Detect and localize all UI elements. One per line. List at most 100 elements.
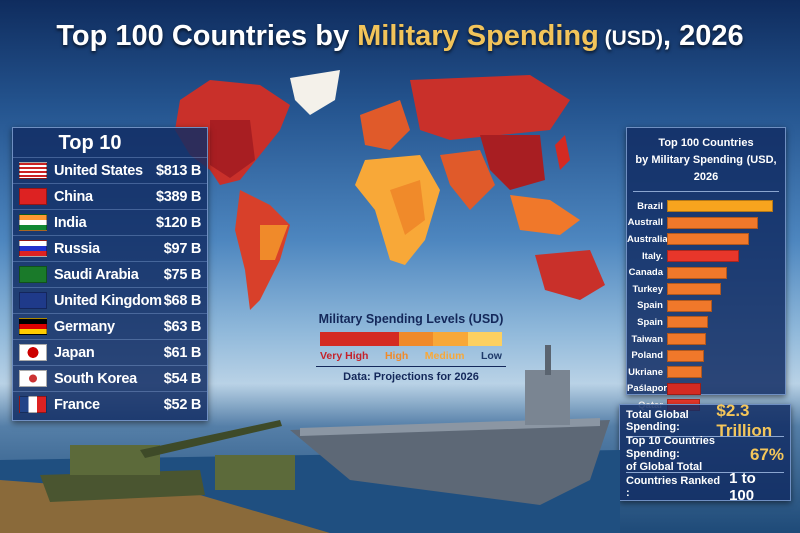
bar-row: Italy. [627,248,785,265]
top10-row: France $52 B [13,391,207,417]
bar [667,266,728,279]
stat-share-label-2: of Global Total [626,461,703,473]
country-name: India [54,214,87,231]
world-map [175,70,605,310]
bar-row: Spain [627,314,785,331]
bar-row: Taiwan [627,331,785,348]
stat-total-label: Total Global Spending: [626,408,689,433]
flag-ru-icon [19,240,47,257]
spending-legend: Military Spending Levels (USD) Very High… [316,312,506,383]
bar [667,349,705,362]
bar-label: Australia [627,233,668,245]
country-value: $813 B [156,162,201,179]
bar [667,316,709,329]
country-value: $68 B [163,292,202,309]
bar-label: Taiwan [631,333,664,345]
bar-label: Brazil [637,200,663,212]
stat-share-value: 67% [749,444,784,464]
title-year: , 2026 [663,20,744,52]
bar-label: Australl [627,217,663,229]
flag-de-icon [19,318,47,335]
top10-row: India $120 B [13,209,207,235]
country-value: $389 B [156,188,201,205]
tank-icon [40,420,295,502]
country-value: $61 B [163,344,202,361]
bar-label: Poland [631,350,663,362]
stat-ranked-value: 1 to 100 [729,470,756,504]
country-value: $97 B [163,240,202,257]
legend-note: Data: Projections for 2026 [316,366,506,383]
bar-chart-panel: Top 100 Countries by Military Spending (U… [626,127,786,412]
country-name: Japan [54,344,95,361]
bar [667,216,759,229]
stat-ranked-label: Countries Ranked : [626,475,721,499]
flag-kr-icon [19,370,47,387]
country-name: South Korea [54,370,137,387]
stat-share-label: Top 10 Countries Spending: of Global Tota… [626,435,746,474]
flag-jp-icon [19,344,47,361]
top10-row: United Kingdom $68 B [13,287,207,313]
bar [667,382,701,395]
flag-sa-icon [19,266,47,283]
top10-row: South Korea $54 B [13,365,207,391]
stat-share-label-1: Top 10 Countries Spending: [626,435,716,460]
chart-subtitle: by Military Spending [635,154,743,166]
top10-row: Japan $61 B [13,339,207,365]
country-name: China [54,188,93,205]
bar-label: Spain [637,300,663,312]
bar-row: Turkey [627,281,785,298]
legend-color-bar [320,332,503,346]
stat-share: Top 10 Countries Spending: of Global Tota… [626,435,784,474]
stat-total: Total Global Spending: $2.3 Trillion [626,401,784,440]
bar [667,333,707,346]
military-scene [0,345,620,533]
legend-swatch [467,332,503,346]
top10-row: United States $813 B [13,157,207,183]
country-value: $54 B [163,370,202,387]
bar [667,299,712,312]
flag-gb-icon [19,292,47,309]
bar [667,283,722,296]
legend-swatch [320,332,399,346]
stat-total-value: $2.3 Trillion [716,400,773,440]
legend-swatch [433,332,468,346]
stats-panel: Total Global Spending: $2.3 Trillion Top … [619,401,791,504]
top10-row: China $389 B [13,183,207,209]
top10-panel: Top 10 United States $813 B China $389 B Ind… [12,127,208,421]
bar-row: Ukriane [627,364,785,381]
bar-row: Poland [627,347,785,364]
bar-row: Paślapore [627,381,785,398]
bar-row: Australl [627,215,785,232]
flag-us-icon [19,162,47,179]
chart-title: Top 100 Countries by Military Spending (U… [627,134,785,185]
country-name: Germany [54,318,115,335]
bar-row: Australia [627,231,785,248]
stat-ranked: Countries Ranked : 1 to 100 [626,470,784,504]
legend-label: Low [480,350,502,362]
country-value: $63 B [163,318,202,335]
top10-heading: Top 10 [58,132,122,154]
bar-label: Paślapore [627,383,673,395]
chart-title-text: Top 100 Countries [658,137,754,149]
aircraft-carrier-icon [290,345,610,505]
bar [667,233,749,246]
flag-cn-icon [19,188,47,205]
page-title: Top 100 Countries by Military Spending (… [0,20,800,53]
country-value: $52 B [163,396,202,413]
bar-label: Italy. [642,250,663,262]
country-name: France [54,396,100,413]
legend-title: Military Spending Levels (USD) [318,312,504,326]
title-unit: (USD) [598,27,663,50]
bar [667,366,702,379]
bar [667,250,740,263]
legend-swatch [398,332,434,346]
legend-label: Very High [320,350,369,362]
country-name: United Kingdom [54,292,162,309]
chart-subtitle-unit: (USD, 2026 [693,154,777,183]
bar-label: Turkey [632,283,663,295]
bar [667,200,773,213]
country-name: Saudi Arabia [54,266,139,283]
bar-row: Canada [627,264,785,281]
top10-row: Germany $63 B [13,313,207,339]
legend-label: High [384,350,409,362]
